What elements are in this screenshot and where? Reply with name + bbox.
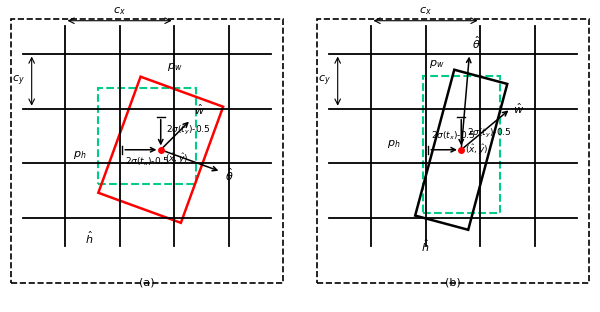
Text: $\hat{h}$: $\hat{h}$ — [85, 229, 94, 246]
Text: $\hat{w}$: $\hat{w}$ — [194, 102, 205, 117]
Text: $p_h$: $p_h$ — [388, 138, 401, 150]
Text: (b): (b) — [445, 277, 461, 287]
Text: $p_w$: $p_w$ — [167, 61, 182, 73]
Bar — [423, 76, 500, 213]
Text: $\hat{\theta}$: $\hat{\theta}$ — [225, 166, 234, 183]
Text: $2\sigma(t_x)$-0.5: $2\sigma(t_x)$-0.5 — [125, 155, 170, 168]
Text: $(\hat{x},\hat{y})$: $(\hat{x},\hat{y})$ — [165, 151, 188, 166]
Text: $p_w$: $p_w$ — [430, 58, 445, 70]
Text: $c_x$: $c_x$ — [113, 5, 126, 17]
Text: $c_y$: $c_y$ — [318, 74, 331, 88]
Text: $2\sigma(t_y)$-0.5: $2\sigma(t_y)$-0.5 — [166, 124, 211, 137]
Text: $c_x$: $c_x$ — [419, 5, 432, 17]
Text: $p_h$: $p_h$ — [73, 149, 86, 161]
Text: $(\hat{x},\hat{y})$: $(\hat{x},\hat{y})$ — [466, 143, 489, 157]
Text: $\hat{h}$: $\hat{h}$ — [421, 238, 430, 254]
Text: $\hat{w}$: $\hat{w}$ — [514, 101, 524, 116]
Text: $2\sigma(t_y)$-0.5: $2\sigma(t_y)$-0.5 — [467, 127, 512, 140]
Text: $2\sigma(t_x)$-0.5: $2\sigma(t_x)$-0.5 — [431, 129, 476, 142]
Bar — [98, 88, 196, 184]
Text: $c_y$: $c_y$ — [12, 74, 25, 88]
Text: (a): (a) — [139, 277, 155, 287]
Text: $\hat{\theta}$: $\hat{\theta}$ — [472, 35, 481, 51]
